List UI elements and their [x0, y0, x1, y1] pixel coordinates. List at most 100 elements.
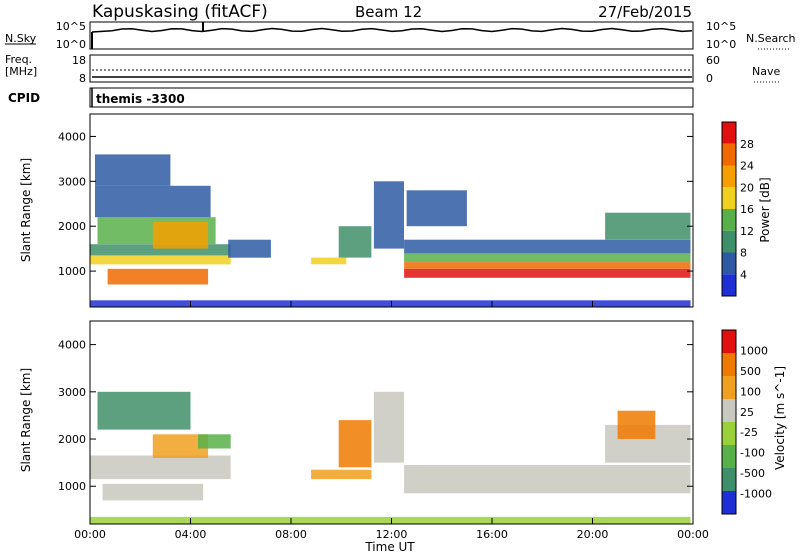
power-scatter-region	[404, 268, 691, 278]
power-colorbar-segment	[722, 165, 736, 188]
power-colorbar-frame	[721, 121, 737, 297]
power-scatter-region	[90, 255, 231, 265]
noise-left-tick-high: 10^5	[56, 20, 86, 33]
velocity-colorbar-tick: -500	[740, 467, 765, 480]
noise-right-tick-high: 10^5	[706, 20, 736, 33]
noise-search-label: N.Search	[746, 32, 796, 45]
power-scatter-region	[373, 181, 404, 249]
velocity-colorbar-tick: -100	[740, 447, 765, 460]
power-colorbar-segment	[722, 230, 736, 253]
power-colorbar: 28 24 20 16 12 8 4	[721, 121, 754, 297]
power-colorbar-tick: 28	[740, 138, 754, 151]
power-colorbar-segment	[722, 252, 736, 275]
noise-sky-label: N.Sky	[5, 32, 37, 45]
velocity-colorbar-tick: -25	[740, 426, 758, 439]
velocity-scatter-region	[311, 469, 372, 480]
power-colorbar-segment	[722, 209, 736, 231]
velocity-colorbar-segment	[722, 376, 736, 399]
power-scatter-region	[90, 300, 691, 307]
freq-left-tick-low: 8	[79, 72, 86, 85]
power-y-tick-label: 4000	[58, 130, 86, 143]
power-colorbar-tick: 8	[740, 247, 747, 260]
power-y-tick-label: 3000	[58, 175, 86, 188]
velocity-colorbar-tick: 500	[740, 365, 761, 378]
power-colorbar-tick: 4	[740, 268, 747, 281]
power-scatter-region	[406, 190, 467, 227]
freq-unit-label: [MHz]	[5, 65, 37, 78]
time-x-axis: 00:00 04:00 08:00 12:00 16:00 20:00 00:00	[74, 301, 709, 541]
power-colorbar-segment	[722, 274, 736, 296]
date-title: 27/Feb/2015	[598, 3, 692, 21]
time-x-tick-label: 00:00	[677, 528, 709, 541]
noise-right-tick-low: 10^0	[706, 38, 736, 51]
cpid-value: themis -3300	[96, 92, 185, 106]
power-colorbar-tick: 24	[740, 160, 754, 173]
velocity-heatmap	[90, 391, 691, 524]
velocity-scatter-region	[152, 434, 209, 458]
velocity-colorbar-segment	[722, 468, 736, 491]
power-panel: 1000 2000 3000 4000 Slant Range [km] 28 24 20…	[19, 113, 772, 308]
power-scatter-region	[605, 212, 691, 240]
power-colorbar-label: Power [dB]	[758, 177, 772, 242]
beam-title: Beam 12	[355, 3, 422, 21]
velocity-scatter-region	[102, 483, 204, 501]
velocity-panel: 1000 2000 3000 4000 Slant Range [km] 1000 50…	[19, 320, 787, 525]
velocity-y-tick-label: 3000	[58, 386, 86, 399]
velocity-colorbar-segment	[722, 399, 736, 422]
cpid-label: CPID	[8, 91, 40, 105]
time-x-tick-label: 00:00	[74, 528, 106, 541]
velocity-colorbar-segment	[722, 422, 736, 445]
power-scatter-region	[338, 226, 372, 258]
velocity-scatter-region	[338, 420, 372, 468]
velocity-scatter-region	[617, 410, 656, 439]
power-scatter-region	[404, 253, 691, 263]
velocity-colorbar-tick: 1000	[740, 344, 768, 357]
power-y-axis-label: Slant Range [km]	[19, 158, 33, 262]
velocity-scatter-region	[404, 465, 691, 494]
power-scatter-region	[90, 244, 231, 256]
cpid-panel: CPID themis -3300	[8, 87, 694, 108]
power-colorbar-tick: 12	[740, 225, 754, 238]
time-x-tick-label: 16:00	[476, 528, 508, 541]
power-scatter-region	[95, 185, 211, 218]
velocity-colorbar-segment	[722, 353, 736, 376]
power-scatter-region	[311, 257, 347, 265]
time-x-tick-label: 04:00	[175, 528, 207, 541]
velocity-scatter-region	[198, 434, 231, 449]
velocity-scatter-region	[97, 391, 191, 430]
power-colorbar-segment	[722, 122, 736, 144]
freq-label: Freq.	[5, 53, 32, 66]
nave-right-tick-high: 60	[706, 54, 720, 67]
nave-right-tick-low: 0	[706, 72, 713, 85]
power-y-tick-label: 2000	[58, 220, 86, 233]
velocity-colorbar: 1000 500 100 25 -25 -100 -500 -1000	[721, 329, 772, 515]
velocity-y-tick-label: 4000	[58, 339, 86, 352]
velocity-scatter-region	[90, 516, 691, 524]
velocity-y-axis: 1000 2000 3000 4000	[58, 339, 693, 493]
power-scatter-region	[228, 239, 271, 258]
noise-left-tick-low: 10^0	[56, 38, 86, 51]
time-x-tick-label: 20:00	[577, 528, 609, 541]
frequency-panel: Freq. [MHz] 18 8 60 0 Nave	[5, 53, 780, 85]
time-x-tick-label: 08:00	[275, 528, 307, 541]
power-colorbar-segment	[722, 143, 736, 166]
power-y-axis: 1000 2000 3000 4000	[58, 130, 693, 278]
power-scatter-region	[404, 262, 691, 269]
power-scatter-region	[107, 268, 209, 285]
power-colorbar-tick: 20	[740, 181, 754, 194]
time-x-tick-label: 12:00	[376, 528, 408, 541]
velocity-scatter-region	[90, 455, 231, 480]
power-heatmap	[90, 154, 691, 307]
station-title: Kapuskasing (fitACF)	[92, 2, 268, 22]
noise-panel: N.Sky 10^5 10^0 10^5 10^0 N.Search	[5, 20, 796, 51]
velocity-colorbar-tick: -1000	[740, 488, 772, 501]
velocity-colorbar-label: Velocity [m s^-1]	[773, 366, 787, 470]
velocity-scatter-region	[373, 391, 404, 463]
freq-left-tick-high: 18	[72, 54, 86, 67]
velocity-y-tick-label: 1000	[58, 480, 86, 493]
nave-label: Nave	[752, 65, 780, 78]
velocity-colorbar-tick: 100	[740, 385, 761, 398]
power-scatter-region	[95, 154, 171, 186]
velocity-y-tick-label: 2000	[58, 433, 86, 446]
velocity-colorbar-segment	[722, 491, 736, 514]
